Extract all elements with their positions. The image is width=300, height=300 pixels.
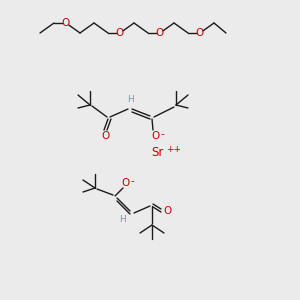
Text: O: O (121, 178, 129, 188)
Text: O: O (156, 28, 164, 38)
Text: O: O (62, 18, 70, 28)
Text: ++: ++ (167, 146, 182, 154)
Text: H: H (118, 214, 125, 224)
Text: O: O (101, 131, 109, 141)
Text: Sr: Sr (151, 146, 163, 158)
Text: O: O (196, 28, 204, 38)
Text: O: O (116, 28, 124, 38)
Text: H: H (127, 95, 134, 104)
Text: O: O (163, 206, 171, 216)
Text: O: O (151, 131, 159, 141)
Text: -: - (160, 129, 164, 139)
Text: -: - (130, 176, 134, 186)
